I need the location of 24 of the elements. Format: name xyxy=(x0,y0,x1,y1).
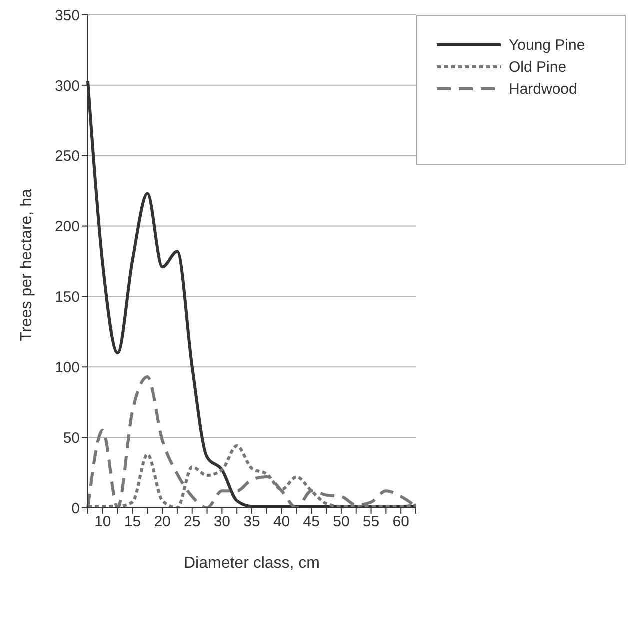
x-tick-label: 60 xyxy=(392,514,410,531)
x-tick-label: 30 xyxy=(214,514,231,531)
x-tick-label: 15 xyxy=(124,514,142,531)
x-tick-label: 35 xyxy=(244,514,260,531)
legend-label: Old Pine xyxy=(509,58,567,76)
y-tick-label: 50 xyxy=(63,430,80,447)
legend-label: Hardwood xyxy=(509,80,578,98)
legend-label: Young Pine xyxy=(509,36,586,54)
x-axis-title: Diameter class, cm xyxy=(184,555,320,572)
x-tick-label: 20 xyxy=(154,514,171,531)
x-tick-label: 50 xyxy=(333,514,350,531)
x-tick-label: 10 xyxy=(94,514,112,531)
x-tick-label: 55 xyxy=(362,514,380,531)
y-tick-label: 0 xyxy=(72,500,80,518)
y-tick-label: 100 xyxy=(54,359,80,376)
x-tick-label: 45 xyxy=(303,514,320,531)
x-tick-label: 40 xyxy=(273,514,290,531)
y-tick-label: 200 xyxy=(54,218,80,236)
y-tick-label: 250 xyxy=(54,148,80,166)
y-tick-label: 300 xyxy=(54,78,80,95)
y-axis-title: Trees per hectare, ha xyxy=(18,189,36,342)
y-tick-label: 350 xyxy=(54,7,80,24)
x-tick-label: 25 xyxy=(184,514,201,531)
y-tick-label: 150 xyxy=(54,289,80,306)
